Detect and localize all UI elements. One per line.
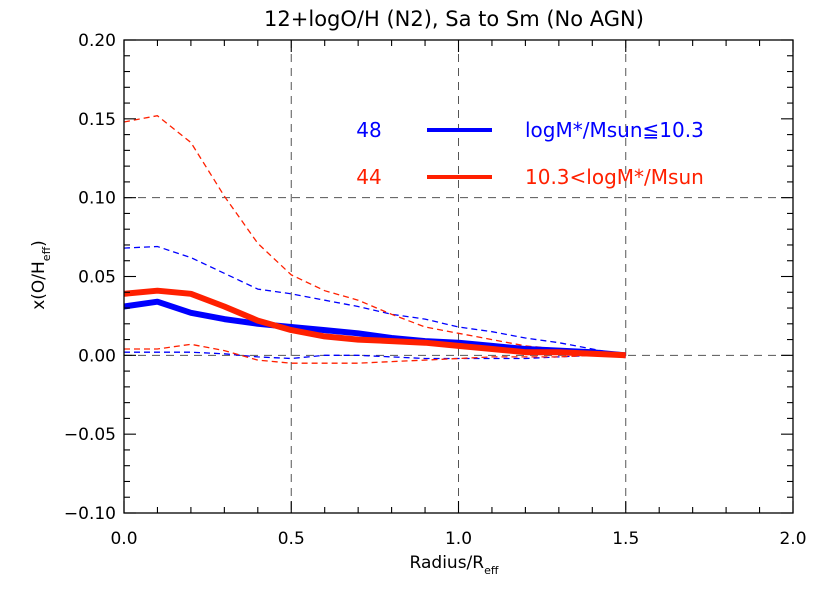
x-axis-title-subscript: eff (484, 564, 499, 577)
x-axis-title-main: Radius/R (410, 553, 485, 573)
x-axis-title: Radius/Reff (410, 553, 499, 577)
y-axis-title-subscript: eff (40, 246, 53, 261)
y-axis-title-main: x(O/H (29, 261, 49, 310)
x-tick-label: 2.0 (779, 529, 806, 549)
y-axis-title-close: ) (29, 240, 49, 247)
legend: 48 logM*/Msun≦10.3 44 10.3<logM*/Msun (356, 118, 704, 189)
x-tick-label: 1.0 (445, 529, 472, 549)
legend-label-0: logM*/Msun≦10.3 (525, 118, 704, 142)
series-1-median-line (123, 287, 626, 359)
y-tick-label: −0.05 (64, 425, 116, 445)
y-tick-label: 0.00 (78, 346, 116, 366)
x-tick-label: 1.5 (612, 529, 639, 549)
legend-count-0: 48 (356, 118, 381, 142)
legend-label-1: 10.3<logM*/Msun (525, 165, 704, 189)
y-axis-title: x(O/Heff) (29, 240, 53, 310)
series-1-lower-bound-line (124, 343, 626, 364)
series-0-upper-bound-line (123, 245, 626, 356)
legend-count-1: 44 (356, 165, 381, 189)
y-tick-label: 0.20 (78, 31, 116, 51)
series-0-lower-bound-line (124, 351, 626, 360)
data-series (123, 115, 627, 364)
series-1-upper-bound-line (123, 115, 626, 356)
y-tick-label: 0.10 (78, 189, 116, 209)
y-tick-label: 0.05 (78, 268, 116, 288)
grid-lines (124, 40, 793, 513)
y-tick-label: 0.15 (78, 110, 116, 130)
axis-ticks (123, 39, 794, 514)
x-tick-label: 0.5 (278, 529, 305, 549)
x-tick-label: 0.0 (110, 529, 137, 549)
y-tick-label: −0.10 (64, 504, 116, 524)
chart-title: 12+logO/H (N2), Sa to Sm (No AGN) (264, 7, 644, 31)
axis-tick-labels: 0.0 0.5 1.0 1.5 2.0 −0.10 −0.05 0.00 0.05 0.10 0.1… (64, 31, 807, 549)
